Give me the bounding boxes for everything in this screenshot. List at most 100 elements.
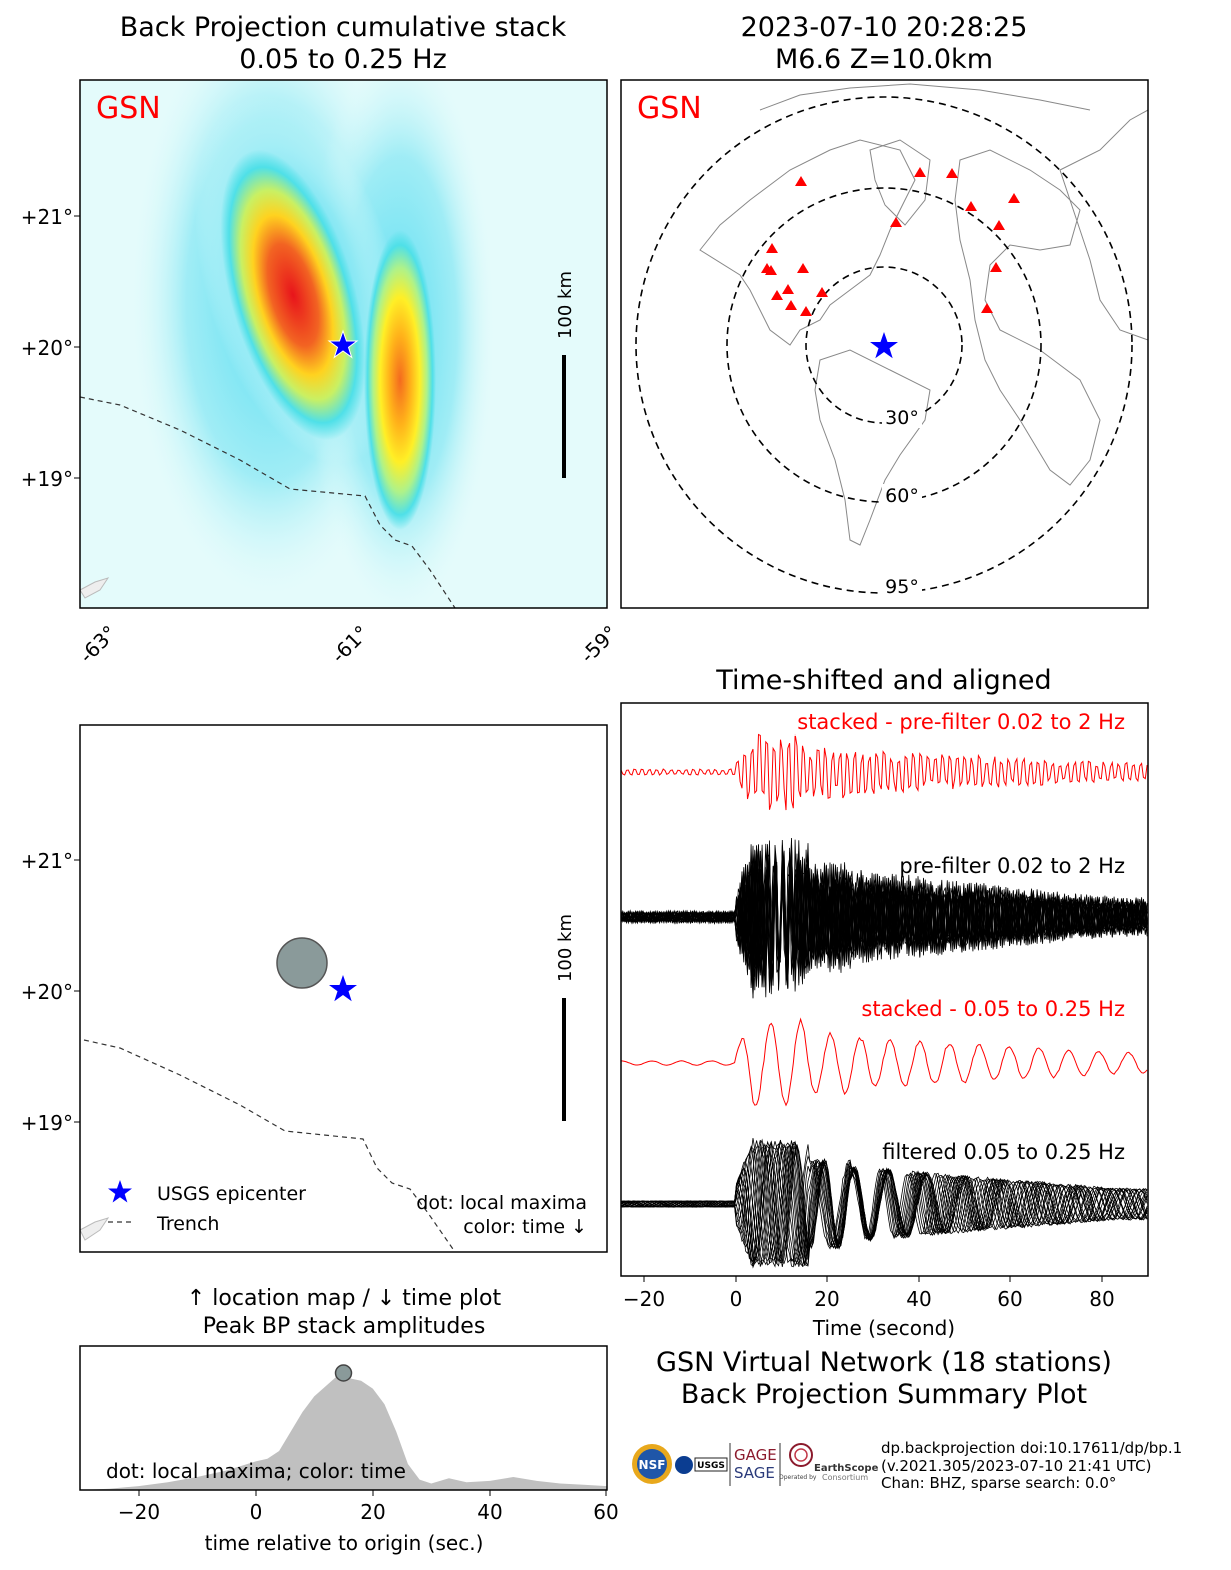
- europe-africa-coast: [954, 149, 1101, 486]
- trace-tick-40: 40: [906, 1287, 931, 1311]
- nsf-logo-text: NSF: [639, 1458, 666, 1472]
- bp-trench-line: [80, 396, 456, 608]
- traces-xlabel: Time (second): [812, 1316, 955, 1340]
- station-marker: [993, 220, 1005, 230]
- gage-logo-text: GAGE: [734, 1446, 777, 1464]
- bp-lat-20: +20°: [21, 336, 73, 360]
- bp-lon-59: -59°: [575, 621, 622, 668]
- legend-trench-label: Trench: [156, 1213, 219, 1235]
- legend-star-icon: [108, 1180, 132, 1203]
- filtered-station-trace: [621, 1142, 1148, 1269]
- location-lat-19: +19°: [21, 1111, 73, 1135]
- location-scale-label: 100 km: [555, 914, 576, 982]
- trace-prefilter-bundle: [621, 837, 1148, 999]
- station-marker: [946, 168, 958, 178]
- filtered-station-trace: [621, 1140, 1148, 1267]
- trace-tick-20: 20: [814, 1287, 839, 1311]
- location-lat-21: +21°: [21, 849, 73, 873]
- summary-meta-line2: (v.2021.305/2023-07-10 21:41 UTC): [881, 1457, 1151, 1475]
- location-lat-20: +20°: [21, 980, 73, 1004]
- location-lat-ticks: +21° +20° +19°: [21, 849, 80, 1135]
- ring-label-95: 95°: [885, 576, 919, 598]
- time-tick-0: 0: [250, 1500, 263, 1524]
- nsf-logo: NSF: [632, 1444, 672, 1484]
- station-triangles: [761, 167, 1020, 316]
- station-marker: [890, 217, 902, 227]
- time-tick--20: −20: [118, 1500, 160, 1524]
- time-tick-60: 60: [593, 1500, 618, 1524]
- station-marker: [782, 284, 794, 294]
- summary-title-line2: Back Projection Summary Plot: [681, 1379, 1087, 1410]
- bp-lat-ticks: +21° +20° +19°: [21, 205, 80, 491]
- earthscope-logo: Operated by EarthScope Consortium: [779, 1443, 879, 1482]
- gage-sage-logo: GAGE SAGE: [734, 1446, 777, 1482]
- bp-lat-19: +19°: [21, 467, 73, 491]
- usgs-logo: USGS: [694, 1457, 728, 1472]
- ring-label-60: 60°: [885, 485, 919, 507]
- local-maximum-dot: [276, 937, 328, 989]
- trace-label-1: stacked - pre-filter 0.02 to 2 Hz: [797, 710, 1125, 734]
- time-tick-40: 40: [477, 1500, 502, 1524]
- summary-meta-line1: dp.backprojection doi:10.17611/dp/bp.1: [881, 1439, 1182, 1457]
- bp-subtitle: 0.05 to 0.25 Hz: [239, 44, 447, 75]
- location-epicenter-star: [329, 975, 357, 1002]
- bp-maximum-east: [364, 230, 436, 530]
- trace-tick--20: −20: [623, 1287, 665, 1311]
- bp-lat-21: +21°: [21, 205, 73, 229]
- trace-filtered-bundle: [621, 1137, 1148, 1269]
- location-legend: USGS epicenter Trench: [108, 1180, 306, 1235]
- bp-maximum-west: [220, 149, 366, 441]
- stack-amplitude-area: [80, 1373, 607, 1490]
- traces-x-ticks: −20 0 20 40 60 80: [623, 1276, 1115, 1311]
- bp-heatmap: [80, 80, 607, 608]
- south-america-coast: [814, 349, 931, 546]
- trace-label-2: pre-filter 0.02 to 2 Hz: [899, 854, 1125, 878]
- location-note-line2: color: time ↓: [463, 1216, 587, 1238]
- time-plot-xlabel: time relative to origin (sec.): [205, 1531, 484, 1555]
- station-marker: [795, 176, 807, 186]
- station-marker: [1008, 193, 1020, 203]
- time-plot-x-ticks: −20 0 20 40 60: [118, 1490, 619, 1524]
- filtered-station-trace: [621, 1141, 1148, 1263]
- legend-epicenter-label: USGS epicenter: [157, 1183, 306, 1205]
- traces-panel: [621, 703, 1148, 1276]
- trace-stacked-prefilter: [621, 733, 1148, 811]
- station-marker: [785, 300, 797, 310]
- location-trench-line: [83, 1039, 456, 1252]
- time-plot-title-line2: Peak BP stack amplitudes: [203, 1314, 486, 1339]
- event-title: 2023-07-10 20:28:25: [741, 12, 1028, 43]
- station-map: 30° 60° 95°: [621, 80, 1148, 608]
- station-marker: [765, 265, 777, 275]
- logo-strip: NSF USGS GAGE SAGE Operated by EarthScop…: [632, 1443, 879, 1486]
- station-marker: [816, 287, 828, 297]
- trace-tick-80: 80: [1089, 1287, 1114, 1311]
- operated-by-text: Operated by: [779, 1474, 817, 1481]
- station-map-network-label: GSN: [637, 91, 702, 126]
- station-marker: [981, 303, 993, 313]
- event-epicenter-star: [870, 332, 898, 359]
- station-marker: [800, 306, 812, 316]
- bp-scale-label: 100 km: [555, 271, 576, 339]
- ring-label-30: 30°: [885, 407, 919, 429]
- trace-label-3: stacked - 0.05 to 0.25 Hz: [861, 997, 1125, 1021]
- station-marker: [965, 201, 977, 211]
- north-america-coast: [699, 139, 916, 346]
- nasa-logo: [675, 1456, 693, 1474]
- station-marker: [797, 263, 809, 273]
- station-marker: [771, 290, 783, 300]
- earthscope-logo-text: EarthScope: [814, 1463, 879, 1474]
- bp-title: Back Projection cumulative stack: [120, 12, 567, 43]
- prefilter-station-trace: [621, 844, 1148, 992]
- event-subtitle: M6.6 Z=10.0km: [775, 44, 993, 75]
- ring-labels: 30° 60° 95°: [882, 406, 922, 598]
- time-tick-20: 20: [360, 1500, 385, 1524]
- usgs-logo-text: USGS: [697, 1461, 725, 1471]
- bp-epicenter-star: [327, 329, 359, 359]
- trace-tick-60: 60: [997, 1287, 1022, 1311]
- traces-title: Time-shifted and aligned: [715, 665, 1051, 696]
- asia-coast: [1059, 109, 1148, 341]
- trace-label-4: filtered 0.05 to 0.25 Hz: [882, 1140, 1125, 1164]
- time-plot-note: dot: local maxima; color: time: [106, 1459, 406, 1483]
- bp-network-label: GSN: [96, 91, 161, 126]
